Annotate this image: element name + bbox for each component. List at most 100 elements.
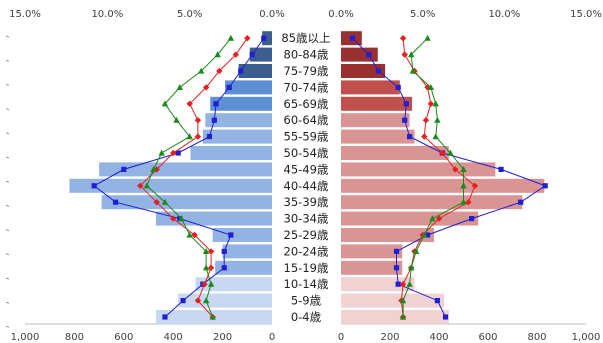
female-bar [341, 228, 435, 242]
age-label: 65-69歳 [284, 97, 329, 111]
female-series-point [424, 34, 431, 41]
edge-tick-mark [5, 132, 10, 135]
female-series-point [366, 52, 372, 58]
male-series-point [143, 182, 151, 189]
male-series-point [228, 232, 234, 238]
female-pct-tick-label: 0.0% [328, 9, 353, 20]
male-series-point [202, 248, 210, 254]
male-series-point [194, 117, 202, 124]
female-series-point [399, 35, 407, 42]
female-series-point [460, 166, 467, 172]
age-label: 70-74歳 [284, 80, 329, 94]
female-series-point [542, 183, 548, 189]
female-series-point [427, 84, 435, 90]
male-series-point [261, 35, 267, 41]
male-series-point [158, 149, 165, 156]
age-label: 10-14歳 [284, 277, 329, 291]
male-bar [262, 31, 272, 46]
male-series-point [213, 101, 219, 107]
female-series-point [421, 133, 428, 140]
male-pct-tick-label: 15.0% [9, 9, 41, 20]
age-label: 5-9歳 [291, 294, 322, 308]
male-series-point [121, 166, 127, 172]
edge-tick-mark [5, 277, 10, 280]
age-label: 40-44歳 [284, 179, 329, 193]
age-label: 60-64歳 [284, 113, 329, 127]
male-series-point [226, 84, 232, 90]
male-series-point [175, 150, 181, 156]
female-bar [341, 293, 444, 308]
male-bar [238, 64, 272, 78]
female-series-point [471, 182, 479, 189]
female-bar [341, 146, 449, 160]
male-series-point [150, 166, 157, 172]
female-bar [341, 80, 400, 95]
male-pop-tick-label: 0 [269, 332, 275, 343]
female-bar [341, 244, 403, 259]
edge-tick-mark [5, 253, 10, 256]
male-bar [202, 129, 272, 144]
female-series-point [395, 281, 401, 287]
age-label: 75-79歳 [284, 64, 329, 78]
male-series-point [170, 149, 177, 157]
edge-tick-mark [5, 84, 10, 86]
female-bar [341, 162, 496, 177]
male-series-point [206, 134, 213, 140]
male-series-point [137, 182, 144, 189]
male-series-point [214, 51, 221, 58]
age-label: 80-84歳 [284, 48, 329, 62]
female-bar [341, 277, 415, 292]
female-series-point [432, 133, 439, 140]
male-series-point [186, 231, 193, 238]
female-series-line [352, 37, 547, 318]
female-series-point [432, 100, 439, 107]
female-pop-tick-label: 800 [527, 332, 546, 343]
male-series-point [197, 67, 205, 74]
male-series-line [139, 37, 248, 318]
male-series-point [207, 280, 215, 287]
male-series-point [209, 313, 216, 320]
edge-tick-mark [5, 108, 10, 110]
female-series-point [465, 199, 472, 206]
female-series-point [393, 265, 400, 271]
male-series-point [191, 231, 198, 239]
edge-tick-mark [5, 156, 10, 159]
female-series-point [434, 116, 441, 123]
female-series-point [399, 281, 407, 288]
male-bar [210, 96, 272, 111]
male-pct-tick-label: 10.0% [91, 9, 123, 20]
female-pop-tick-label: 600 [478, 332, 497, 343]
female-series-point [349, 35, 356, 41]
female-pop-tick-label: 1,000 [572, 332, 601, 343]
female-bar [341, 211, 479, 226]
male-series-point [201, 281, 208, 288]
female-series-point [412, 248, 420, 254]
female-series-point [421, 231, 428, 238]
male-series-point [186, 100, 193, 107]
female-bar [341, 195, 523, 210]
male-series-point [153, 166, 160, 173]
male-pop-tick-label: 200 [213, 332, 232, 343]
age-label: 55-59歳 [284, 130, 329, 144]
age-label: 30-34歳 [284, 212, 329, 226]
female-series-line [402, 37, 464, 317]
female-series-point [393, 248, 400, 254]
male-bar [178, 293, 272, 308]
female-bar [341, 96, 413, 111]
female-series-point [407, 134, 413, 140]
age-label: 35-39歳 [284, 195, 329, 209]
male-series-point [153, 199, 160, 206]
male-series-point [238, 68, 244, 74]
male-series-point [91, 183, 97, 189]
female-bar [341, 47, 378, 62]
female-pct-tick-label: 10.0% [488, 9, 520, 20]
age-label: 45-49歳 [284, 162, 329, 176]
female-series-line [400, 38, 476, 318]
female-series-point [409, 67, 417, 74]
female-series-point [408, 264, 415, 271]
male-pct-tick-label: 0.0% [259, 9, 284, 20]
male-series-point [186, 133, 193, 140]
male-series-point [180, 298, 186, 304]
male-series-point [170, 215, 177, 222]
male-bar [190, 146, 272, 160]
